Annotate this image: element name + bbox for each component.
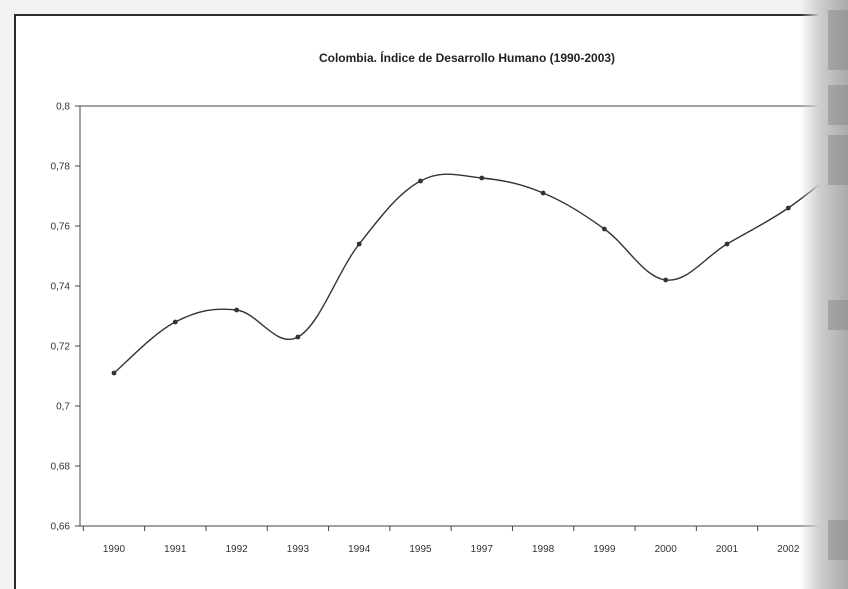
data-point bbox=[663, 277, 669, 283]
x-tick-label: 1997 bbox=[471, 544, 494, 555]
x-tick-label: 2001 bbox=[716, 544, 739, 555]
y-tick-label: 0,76 bbox=[51, 222, 71, 233]
y-ticks: 0,8 0,78 0,76 0,74 0,72 0,7 0,68 0,66 bbox=[51, 102, 80, 533]
x-tick-label: 1993 bbox=[287, 544, 310, 555]
x-tick-label: 2000 bbox=[655, 544, 678, 555]
chart-title: Colombia. Índice de Desarrollo Humano (1… bbox=[319, 50, 615, 65]
y-tick-label: 0,72 bbox=[51, 342, 71, 353]
data-point bbox=[602, 226, 607, 232]
x-tick-label: 1992 bbox=[225, 544, 248, 555]
data-point bbox=[540, 190, 546, 196]
data-point bbox=[785, 205, 791, 211]
data-point bbox=[234, 307, 240, 313]
x-tick-label: 2002 bbox=[777, 544, 800, 555]
x-tick-label: 1994 bbox=[348, 544, 371, 555]
data-point bbox=[172, 319, 178, 325]
data-point bbox=[356, 241, 362, 247]
data-point bbox=[111, 370, 117, 376]
page-edge-shadow bbox=[800, 0, 848, 589]
chart-frame bbox=[14, 14, 848, 589]
series-line bbox=[113, 160, 848, 374]
x-tick-label: 1999 bbox=[593, 544, 616, 555]
y-tick-label: 0,78 bbox=[51, 162, 71, 173]
data-points bbox=[111, 158, 848, 376]
data-point bbox=[479, 175, 485, 181]
data-point bbox=[295, 334, 301, 340]
x-tick-label: 1995 bbox=[409, 544, 432, 555]
x-tick-label: 1998 bbox=[532, 544, 555, 555]
data-point bbox=[418, 178, 423, 184]
y-tick-label: 0,66 bbox=[51, 522, 71, 533]
data-point bbox=[724, 241, 730, 247]
y-tick-label: 0,7 bbox=[56, 402, 70, 413]
y-tick-label: 0,68 bbox=[51, 462, 71, 473]
y-tick-label: 0,8 bbox=[56, 102, 70, 113]
y-tick-label: 0,74 bbox=[51, 282, 71, 293]
x-ticks: 1990 1991 1992 1993 1994 1995 1997 1998 1999 2000… bbox=[82, 526, 848, 555]
x-tick-label: 1991 bbox=[164, 544, 187, 555]
x-tick-label: 1990 bbox=[103, 544, 126, 555]
